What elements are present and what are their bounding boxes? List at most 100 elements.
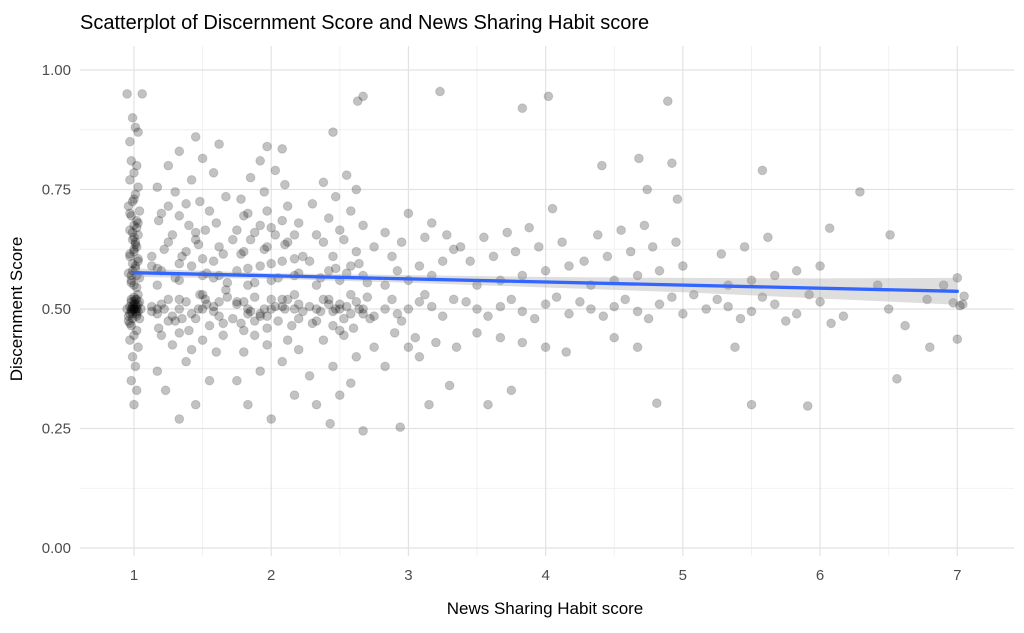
- scatter-point: [124, 225, 135, 236]
- scatter-point: [134, 206, 145, 216]
- scatter-point: [483, 311, 493, 322]
- scatter-point: [236, 194, 246, 205]
- scatter-point: [420, 289, 430, 300]
- scatter-point: [757, 292, 768, 303]
- scatter-point: [746, 275, 757, 286]
- x-tick-label: 4: [541, 567, 549, 584]
- scatter-point: [957, 299, 968, 310]
- scatter-point: [127, 304, 138, 314]
- scatter-point: [328, 320, 338, 331]
- scatter-point: [362, 292, 373, 303]
- y-tick-label: 0.25: [42, 421, 71, 438]
- scatter-point: [277, 294, 288, 305]
- scatter-point: [174, 328, 185, 338]
- scatter-point: [551, 292, 562, 303]
- scatter-point: [130, 299, 141, 310]
- scatter-point: [133, 253, 144, 264]
- scatter-point: [129, 304, 139, 314]
- scatter-point: [855, 187, 865, 197]
- scatter-point: [414, 351, 425, 362]
- scatter-point: [564, 261, 574, 271]
- scatter-point: [133, 218, 144, 228]
- scatter-point: [245, 306, 256, 317]
- scatter-point: [802, 401, 813, 411]
- scatter-point: [133, 256, 144, 267]
- scatter-point: [632, 342, 643, 353]
- scatter-point: [122, 304, 132, 314]
- scatter-point: [184, 325, 194, 336]
- scatter-point: [293, 218, 304, 228]
- scatter-point: [134, 296, 145, 307]
- scatter-point: [204, 320, 215, 331]
- scatter-point: [214, 139, 225, 150]
- scatter-point: [289, 390, 300, 401]
- scatter-point: [280, 239, 290, 250]
- scatter-point: [815, 261, 825, 271]
- scatter-point: [129, 244, 139, 255]
- scatter-point: [270, 165, 281, 176]
- scatter-point: [883, 304, 894, 314]
- scatter-point: [716, 249, 727, 259]
- scatter-point: [181, 246, 192, 257]
- scatter-point: [345, 378, 356, 389]
- scatter-point: [403, 342, 414, 353]
- y-tick-label: 0.00: [42, 540, 71, 557]
- scatter-point: [174, 414, 185, 424]
- scatter-point: [232, 225, 242, 236]
- scatter-point: [153, 215, 164, 226]
- scatter-point: [517, 337, 528, 348]
- scatter-point: [769, 270, 780, 281]
- scatter-point: [334, 304, 345, 314]
- scatter-point: [892, 373, 902, 384]
- scatter-point: [243, 280, 253, 291]
- scatter-point: [506, 385, 517, 396]
- scatter-point: [517, 103, 528, 114]
- scatter-point: [262, 340, 273, 350]
- grid-major-layer: [80, 46, 1014, 556]
- scatter-point: [255, 308, 266, 319]
- scatter-point: [255, 366, 266, 377]
- scatter-point: [330, 191, 341, 202]
- scatter-point: [959, 291, 969, 302]
- scatter-point: [757, 165, 768, 176]
- scatter-point: [131, 385, 142, 396]
- scatter-point: [304, 256, 315, 267]
- scatter-point: [232, 375, 242, 386]
- scatter-point: [495, 301, 506, 312]
- scatter-point: [190, 132, 201, 142]
- scatter-point: [262, 206, 273, 216]
- scatter-point: [259, 304, 270, 314]
- scatter-point: [124, 308, 135, 319]
- scatter-point: [156, 299, 167, 310]
- x-tick-label: 5: [679, 567, 687, 584]
- scatter-point: [330, 304, 341, 314]
- scatter-point: [403, 208, 414, 219]
- scatter-point: [472, 304, 482, 314]
- y-axis-tick-labels: 0.00 0.25 0.50 0.75 1.00: [42, 62, 71, 557]
- scatter-point: [130, 261, 141, 271]
- scatter-point: [238, 210, 249, 221]
- scatter-point: [170, 316, 181, 326]
- scatter-point: [387, 251, 397, 262]
- scatter-point: [255, 155, 266, 166]
- scatter-point: [955, 300, 965, 311]
- scatter-point: [488, 251, 499, 262]
- scatter-point: [243, 399, 253, 410]
- scatter-point: [123, 316, 134, 326]
- scatter-point: [126, 306, 137, 317]
- scatter-point: [307, 198, 318, 209]
- scatter-point: [289, 253, 300, 264]
- scatter-point: [259, 244, 270, 255]
- scatter-point: [208, 167, 219, 178]
- scatter-point: [243, 263, 253, 274]
- scatter-point: [131, 242, 142, 252]
- scatter-point: [632, 306, 643, 317]
- scatter-point: [177, 313, 187, 324]
- scatter-point: [730, 342, 740, 353]
- scatter-point: [129, 194, 139, 205]
- scatter-point: [130, 122, 141, 133]
- scatter-point: [174, 146, 185, 157]
- scatter-point: [410, 332, 421, 343]
- scatter-point: [208, 306, 219, 317]
- y-tick-label: 0.50: [42, 301, 71, 318]
